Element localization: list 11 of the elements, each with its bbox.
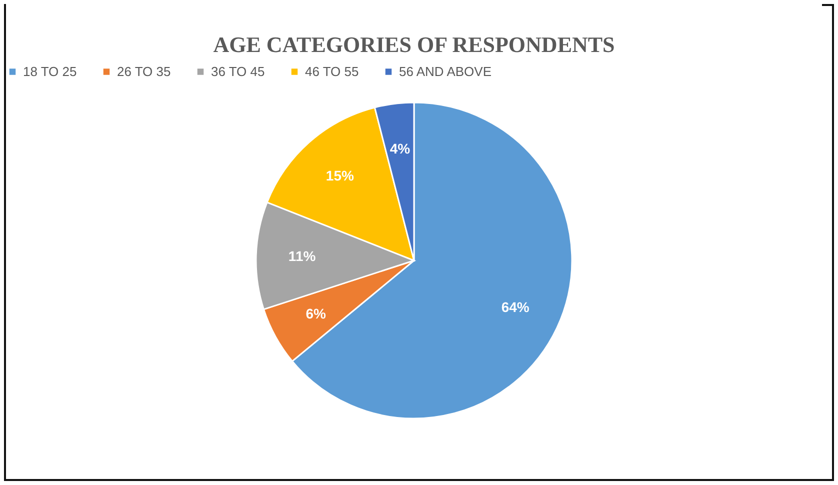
- data-label: 6%: [306, 305, 327, 322]
- chart-title: AGE CATEGORIES OF RESPONDENTS: [213, 32, 615, 57]
- legend-label: 18 TO 25: [23, 64, 77, 79]
- legend-label: 46 TO 55: [305, 64, 359, 79]
- legend-label: 26 TO 35: [117, 64, 171, 79]
- data-label: 4%: [390, 140, 411, 156]
- legend-label: 56 AND ABOVE: [399, 64, 492, 79]
- data-label: 64%: [501, 299, 530, 316]
- data-label: 15%: [326, 167, 354, 184]
- legend-label: 36 TO 45: [211, 64, 265, 79]
- data-label: 11%: [288, 248, 316, 264]
